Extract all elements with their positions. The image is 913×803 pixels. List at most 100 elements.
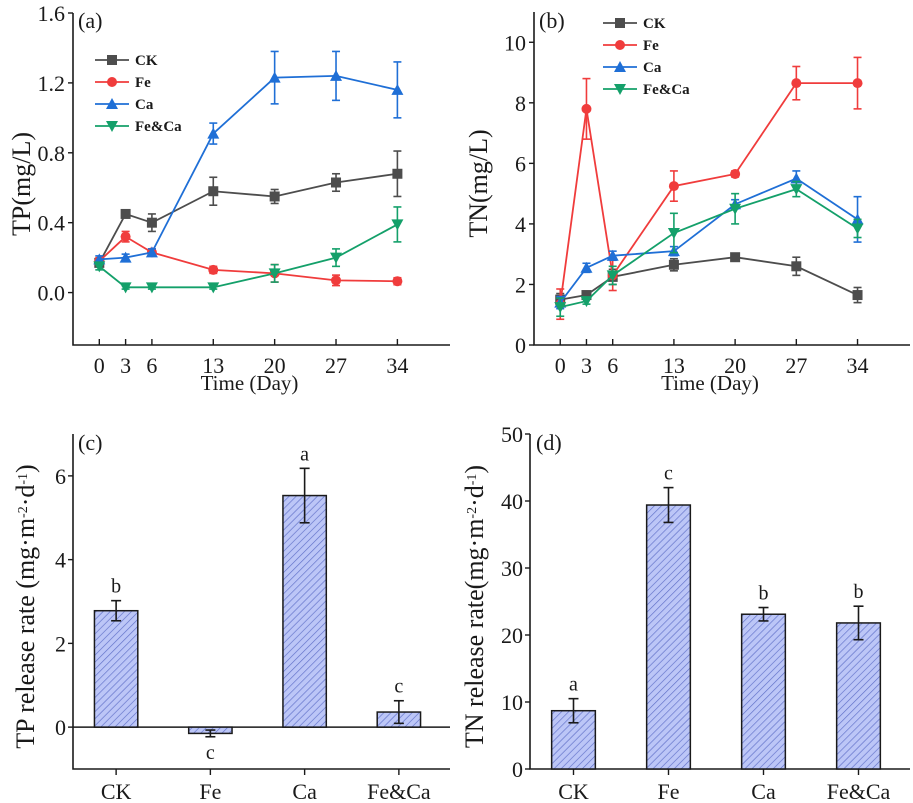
y-axis-label: TN release rate(mg·m-2·d-1) — [460, 465, 489, 748]
series-ck — [94, 150, 403, 268]
data-point — [391, 219, 404, 231]
x-axis-label: Time (Day) — [661, 371, 759, 395]
x-tick-label: Ca — [751, 779, 776, 803]
bar — [645, 504, 692, 770]
data-point — [730, 252, 741, 263]
y-axis-label: TN(mg/L) — [464, 129, 493, 237]
bar — [740, 613, 787, 770]
legend-marker — [107, 77, 117, 87]
series-line — [559, 82, 858, 305]
data-point — [606, 249, 619, 261]
legend-label: Ca — [643, 60, 662, 76]
legend-marker — [614, 61, 626, 72]
x-tick-label: 0 — [555, 353, 566, 378]
legend: CK Fe Ca Fe&Ca — [603, 16, 690, 98]
bar-group-fe-ca: b Fe&Ca — [827, 581, 891, 803]
data-point — [331, 275, 342, 286]
bar — [282, 494, 328, 728]
bar-group-fe-ca: c Fe&Ca — [367, 676, 431, 803]
x-tick-label: Fe — [658, 779, 680, 803]
data-point — [269, 191, 280, 202]
x-tick-label: Ca — [292, 779, 317, 803]
y-tick-label: 2 — [55, 631, 66, 656]
panel-a-tp-line-chart: 0.0 0.4 0.8 1.2 1.6 0 3 6 13 20 27 34 Time (Day) TP(m… — [7, 1, 450, 395]
y-tick-label: 4 — [55, 548, 66, 573]
y-tick-label: 30 — [501, 556, 523, 581]
data-point — [790, 184, 803, 196]
panel-label: (c) — [78, 430, 102, 455]
y-tick-label: 6 — [515, 151, 526, 176]
legend-label: Fe&Ca — [135, 119, 182, 135]
legend-label: CK — [135, 53, 158, 69]
x-tick-label: Fe&Ca — [827, 779, 891, 803]
data-point — [392, 276, 403, 287]
significance-label: a — [300, 443, 309, 465]
legend-label: Fe — [135, 75, 151, 91]
x-tick-label: 34 — [386, 353, 408, 378]
data-point — [268, 268, 281, 280]
data-point — [120, 231, 131, 242]
x-axis-label: Time (Day) — [201, 371, 299, 395]
bar-group-fe: c Fe — [645, 463, 692, 803]
y-tick-label: 1.6 — [38, 1, 66, 26]
significance-label: b — [111, 576, 121, 598]
series-line — [560, 256, 858, 301]
y-tick-label: 0 — [55, 715, 66, 740]
data-point — [207, 282, 220, 294]
data-point — [268, 71, 281, 83]
bar-group-ck: b CK — [93, 576, 139, 803]
y-tick-label: 40 — [501, 489, 523, 514]
legend-marker — [106, 121, 118, 132]
data-point — [207, 127, 220, 139]
series-line — [98, 235, 398, 283]
legend-label: Fe&Ca — [643, 82, 690, 98]
data-point — [208, 186, 219, 197]
y-axis-label: TP release rate (mg·m-2·d-1) — [11, 464, 40, 748]
axis-frame — [72, 434, 450, 770]
data-point — [580, 296, 593, 308]
data-point — [581, 290, 592, 301]
data-point — [391, 83, 404, 95]
bar-group-ck: a CK — [550, 674, 597, 803]
significance-label: c — [664, 463, 673, 485]
bar-group-fe: c Fe — [187, 726, 233, 803]
x-tick-label: 27 — [325, 353, 347, 378]
axis-frame — [72, 13, 450, 346]
series-line — [98, 223, 398, 289]
y-tick-label: 10 — [504, 30, 526, 55]
bar-group-ca: b Ca — [740, 583, 787, 803]
data-point — [392, 168, 403, 179]
data-point — [331, 177, 342, 188]
significance-label: b — [854, 581, 864, 603]
x-tick-label: 6 — [146, 353, 157, 378]
data-point — [119, 282, 132, 294]
legend-label: Ca — [135, 97, 154, 113]
y-tick-label: 0 — [515, 333, 526, 358]
data-point — [791, 261, 802, 272]
legend: CK Fe Ca Fe&Ca — [95, 53, 182, 135]
y-tick-label: 50 — [501, 422, 523, 447]
legend-marker — [615, 40, 625, 50]
x-tick-label: 27 — [785, 353, 807, 378]
series-fe-ca — [93, 206, 404, 294]
x-tick-label: CK — [558, 779, 589, 803]
x-tick-label: CK — [101, 779, 132, 803]
series-line — [560, 188, 859, 309]
bar — [93, 609, 139, 728]
series-fe-ca — [554, 180, 864, 318]
x-tick-label: 20 — [264, 353, 286, 378]
y-tick-label: 8 — [515, 91, 526, 116]
y-tick-label: 1.2 — [38, 71, 66, 96]
data-point — [119, 251, 132, 263]
data-point — [730, 168, 741, 179]
y-tick-label: 0.0 — [38, 281, 66, 306]
y-tick-label: 0.4 — [38, 211, 66, 236]
data-point — [330, 252, 343, 264]
series-fe — [94, 230, 403, 287]
significance-label: c — [206, 742, 215, 764]
data-point — [580, 261, 593, 273]
x-tick-label: 6 — [607, 353, 618, 378]
